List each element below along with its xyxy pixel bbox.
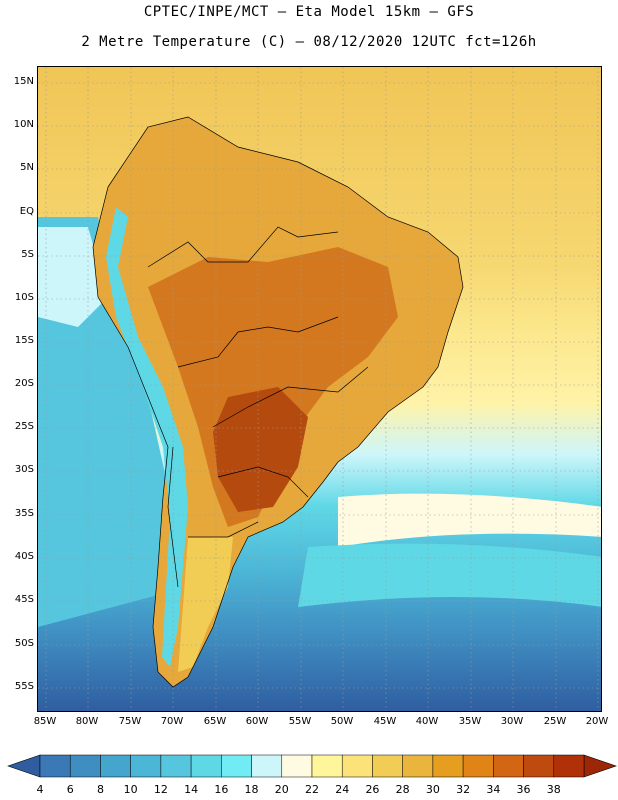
- lon-label: 45W: [373, 716, 397, 727]
- colorbar-tick-label: 20: [274, 783, 289, 796]
- lon-label: 80W: [75, 716, 99, 727]
- colorbar: [7, 754, 617, 778]
- colorbar-tick-label: 14: [184, 783, 199, 796]
- map-title-line-2: 2 Metre Temperature (C) – 08/12/2020 12U…: [81, 34, 537, 50]
- colorbar-box: [160, 754, 192, 778]
- colorbar-tick-label: 30: [425, 783, 440, 796]
- lat-label: 50S: [14, 638, 34, 649]
- lon-label: 55W: [288, 716, 312, 727]
- lat-label: 20S: [14, 378, 34, 389]
- lat-label: 10S: [14, 292, 34, 303]
- colorbar-box: [553, 754, 585, 778]
- atlantic-band-mild: [298, 543, 601, 607]
- lat-label: 15N: [13, 76, 34, 87]
- colorbar-box: [100, 754, 131, 778]
- colorbar-box: [221, 754, 252, 778]
- colorbar-box: [251, 754, 283, 778]
- lat-label: 5S: [21, 249, 34, 260]
- colorbar-high-arrow: [583, 754, 617, 778]
- lat-label: 10N: [13, 119, 34, 130]
- colorbar-box: [341, 754, 373, 778]
- atlantic-band-warm: [338, 493, 601, 547]
- map-graphic: [38, 67, 601, 711]
- colorbar-tick-label: 8: [96, 783, 104, 796]
- map-title-line-1: CPTEC/INPE/MCT – Eta Model 15km – GFS: [143, 4, 475, 20]
- andes-cool-strip: [106, 207, 188, 667]
- colorbar-box: [372, 754, 403, 778]
- lon-label: 40W: [415, 716, 439, 727]
- lat-label: 30S: [14, 464, 34, 475]
- colorbar-tick-label: 38: [546, 783, 561, 796]
- pacific-mild-region: [38, 227, 108, 327]
- lon-label: 75W: [118, 716, 142, 727]
- lon-label: 35W: [458, 716, 482, 727]
- lon-label: 85W: [33, 716, 57, 727]
- lon-label: 30W: [500, 716, 524, 727]
- country-borders: [92, 116, 464, 688]
- colorbar-boxes: [39, 754, 585, 778]
- lat-label: 55S: [14, 681, 34, 692]
- colorbar-low-arrow: [7, 754, 41, 778]
- colorbar-box: [462, 754, 494, 778]
- colorbar-tick-label: 24: [335, 783, 350, 796]
- colorbar-tick-label: 28: [395, 783, 410, 796]
- colorbar-tick-label: 6: [66, 783, 74, 796]
- colorbar-tick-label: 34: [486, 783, 501, 796]
- colorbar-box: [402, 754, 434, 778]
- colorbar-tick-label: 4: [36, 783, 44, 796]
- colorbar-tick-label: 10: [123, 783, 138, 796]
- temperature-map: [37, 66, 602, 712]
- colorbar-tick-label: 18: [244, 783, 259, 796]
- lon-label: 60W: [245, 716, 269, 727]
- colorbar-box: [493, 754, 524, 778]
- lat-label: 35S: [14, 508, 34, 519]
- colorbar-box: [130, 754, 162, 778]
- lat-label: 45S: [14, 594, 34, 605]
- colorbar-tick-label: 26: [365, 783, 380, 796]
- lon-label: 50W: [330, 716, 354, 727]
- colorbar-box: [190, 754, 222, 778]
- colorbar-tick-label: 12: [153, 783, 168, 796]
- patagonia-region: [178, 537, 233, 672]
- lat-label: 5N: [20, 162, 34, 173]
- colorbar-box: [432, 754, 464, 778]
- lon-label: 25W: [543, 716, 567, 727]
- lat-label: EQ: [19, 206, 34, 217]
- colorbar-tick-label: 16: [214, 783, 229, 796]
- colorbar-box: [69, 754, 101, 778]
- colorbar-box: [281, 754, 313, 778]
- colorbar-box: [39, 754, 71, 778]
- lat-label: 15S: [14, 335, 34, 346]
- colorbar-tick-label: 32: [456, 783, 471, 796]
- colorbar-tick-label: 22: [305, 783, 319, 796]
- colorbar-box: [523, 754, 555, 778]
- lon-label: 65W: [203, 716, 227, 727]
- hot-interior-region: [148, 247, 398, 527]
- lon-label: 20W: [585, 716, 609, 727]
- lat-label: 40S: [14, 551, 34, 562]
- lat-label: 25S: [14, 421, 34, 432]
- colorbar-box: [311, 754, 343, 778]
- hottest-region: [213, 387, 308, 512]
- lon-label: 70W: [160, 716, 184, 727]
- colorbar-tick-label: 36: [516, 783, 531, 796]
